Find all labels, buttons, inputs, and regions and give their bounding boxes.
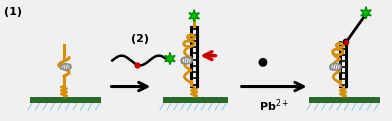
Circle shape bbox=[343, 39, 348, 45]
Bar bbox=[31, 97, 101, 102]
Text: (1): (1) bbox=[4, 7, 22, 17]
Polygon shape bbox=[189, 10, 199, 22]
Circle shape bbox=[259, 59, 267, 66]
Polygon shape bbox=[361, 7, 371, 19]
Ellipse shape bbox=[181, 57, 192, 64]
Bar bbox=[163, 97, 228, 102]
Ellipse shape bbox=[330, 64, 341, 70]
Bar bbox=[309, 97, 380, 102]
Text: $\mathbf{Pb}^{2+}$: $\mathbf{Pb}^{2+}$ bbox=[259, 97, 289, 113]
Polygon shape bbox=[165, 53, 175, 65]
Ellipse shape bbox=[61, 64, 71, 70]
Text: (2): (2) bbox=[131, 34, 149, 44]
